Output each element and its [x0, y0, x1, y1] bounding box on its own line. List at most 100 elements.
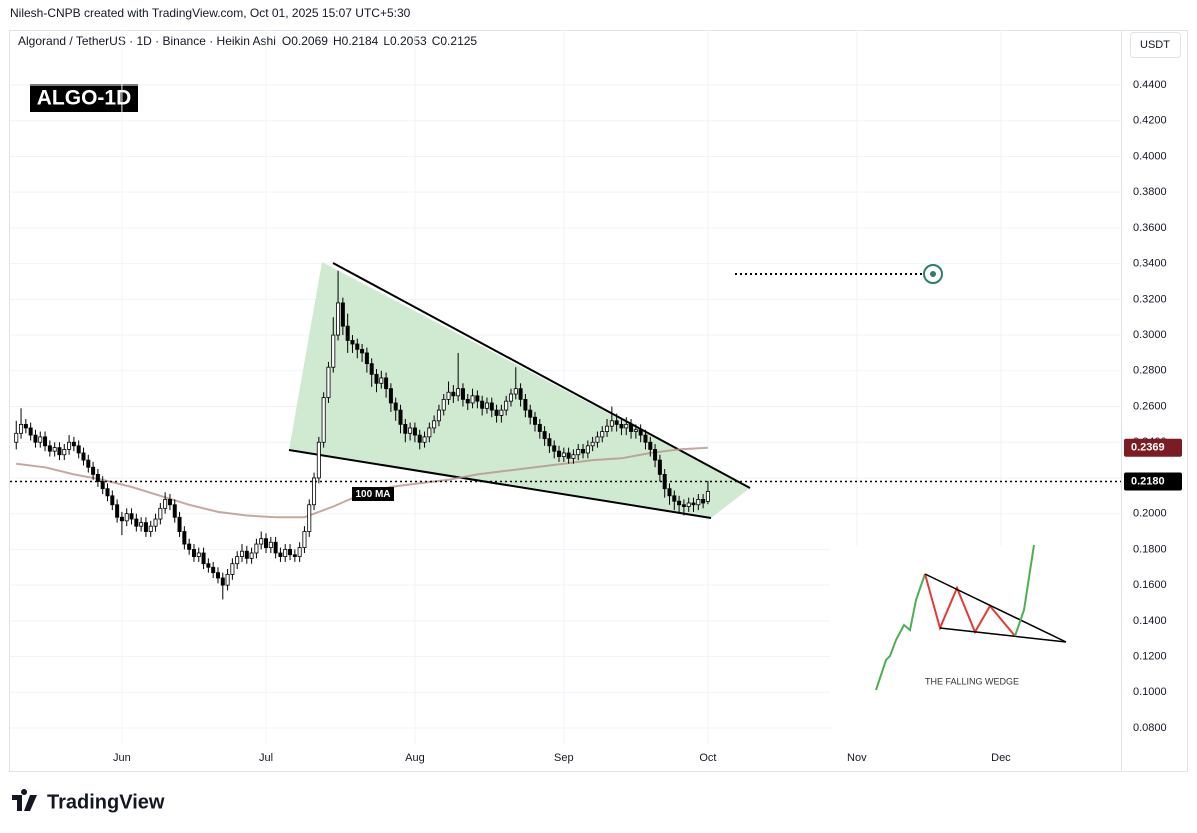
candle-body: [360, 348, 365, 354]
candle-body: [331, 334, 336, 368]
candle-body: [43, 436, 48, 447]
candle-body: [81, 452, 86, 461]
candle-body: [614, 420, 619, 425]
candle-body: [105, 488, 110, 497]
candle-body: [528, 409, 533, 418]
candle-body: [163, 499, 168, 509]
wedge-lower-line: [288, 449, 712, 519]
candle-body: [571, 454, 576, 459]
candle-body: [605, 425, 610, 432]
candle-body: [57, 447, 62, 456]
candle-body: [600, 431, 605, 438]
candle-body: [191, 549, 196, 557]
candle-body: [705, 490, 710, 502]
x-tick-label: Sep: [554, 752, 574, 764]
candle-body: [403, 423, 408, 434]
y-tick-label: 0.1000: [1133, 686, 1167, 698]
candle-body: [292, 554, 297, 557]
candle-body: [532, 416, 537, 425]
credit: Nilesh-CNPB created with TradingView.com…: [10, 6, 411, 20]
candle-body: [316, 441, 321, 479]
candle-body: [182, 531, 187, 545]
candle-body: [307, 504, 312, 532]
candle-body: [201, 552, 206, 565]
target-dot: [930, 271, 936, 277]
candle-body: [638, 429, 643, 436]
candle-body: [340, 302, 345, 327]
ma-label-box: [352, 487, 394, 501]
last-price-label: 0.2180: [1131, 475, 1165, 487]
ma-label: 100 MA: [355, 489, 390, 500]
candle-body: [484, 402, 489, 409]
inset-zigzag: [924, 573, 1016, 637]
x-tick-label: Dec: [991, 752, 1011, 764]
candle-body: [557, 450, 562, 457]
inset-label: THE FALLING WEDGE: [925, 676, 1019, 686]
candle-body: [115, 504, 120, 518]
axis-layer: 0.0800 0.1000 0.1200 0.1400 0.1600 0.1800 0.20…: [10, 79, 1182, 764]
candle-body: [480, 400, 485, 409]
candle-body: [100, 481, 105, 490]
candle-body: [196, 552, 201, 557]
candle-body: [408, 427, 413, 434]
candle-body: [129, 513, 134, 520]
candle-body: [388, 388, 393, 404]
candle-body: [489, 402, 494, 411]
currency-box: [1130, 32, 1181, 58]
candle-body: [143, 522, 148, 532]
inset-upper: [924, 573, 1067, 643]
candle-body: [206, 563, 211, 568]
candle-body: [508, 393, 513, 402]
candle-body: [576, 448, 581, 456]
candle-body: [624, 423, 629, 429]
candle-body: [518, 388, 523, 400]
candle-body: [451, 391, 456, 397]
inset-breakout: [1014, 544, 1035, 637]
candle-body: [552, 445, 557, 452]
candle-body: [259, 538, 264, 545]
y-tick-label: 0.1800: [1133, 543, 1167, 555]
candle-body: [369, 363, 374, 375]
candle-body: [158, 507, 163, 520]
candle-body: [283, 549, 288, 557]
candle-body: [47, 445, 52, 452]
x-tick-label: Aug: [405, 752, 425, 764]
x-tick-label: Nov: [847, 752, 867, 764]
candle-body: [456, 388, 461, 397]
y-tick-label: 0.3800: [1133, 186, 1167, 198]
candle-body: [187, 543, 192, 550]
x-tick-label: Jun: [113, 752, 131, 764]
candle-body: [672, 495, 677, 502]
inset-rise: [875, 573, 926, 691]
candle-body: [230, 563, 235, 575]
candle-body: [374, 373, 379, 384]
candle-body: [139, 522, 144, 527]
candle-body: [38, 436, 43, 443]
frame: [9, 30, 1188, 772]
candle-body: [417, 434, 422, 443]
candle-body: [172, 504, 177, 518]
candle-body: [76, 445, 81, 454]
y-tick-label: 0.1200: [1133, 650, 1167, 662]
candle-body: [379, 377, 384, 384]
candle-body: [427, 427, 432, 438]
candle-body: [254, 543, 259, 554]
candle-body: [364, 352, 369, 365]
candle-body: [355, 343, 360, 350]
candle-body: [91, 466, 96, 475]
candle-body: [523, 398, 528, 411]
candle-body: [681, 504, 686, 507]
candle-body: [609, 420, 614, 427]
candle-body: [134, 518, 139, 527]
candle-body: [273, 541, 278, 554]
candle-body: [595, 436, 600, 443]
candle-body: [23, 423, 28, 429]
candle-body: [398, 409, 403, 425]
ma-price-label: 0.2369: [1131, 442, 1165, 454]
candle-body: [336, 302, 341, 336]
ma-price-tag: [1124, 438, 1182, 457]
candle-body: [302, 531, 307, 549]
candle-body: [691, 502, 696, 506]
candle-body: [211, 566, 216, 574]
